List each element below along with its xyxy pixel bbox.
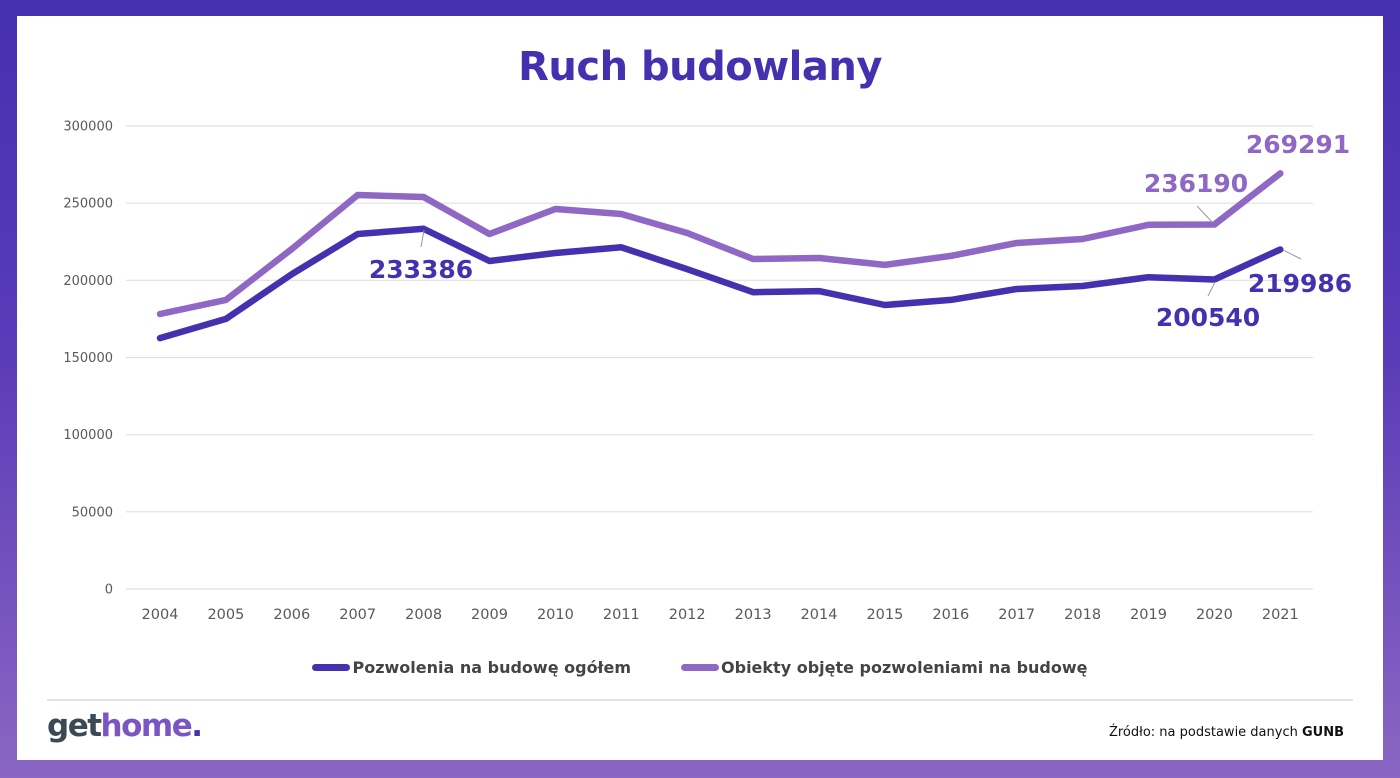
x-tick-label: 2007 (339, 607, 376, 623)
legend-item-pozwolenia[interactable]: Pozwolenia na budowę ogółem (312, 658, 631, 677)
footer-divider (47, 699, 1353, 701)
data-label: 233386 (369, 255, 473, 284)
logo-dot: . (191, 708, 203, 744)
x-tick-label: 2008 (405, 607, 442, 623)
x-tick-label: 2006 (273, 607, 310, 623)
x-tick-label: 2017 (998, 607, 1035, 623)
annotation-leader (420, 229, 425, 248)
source-prefix: Źródło: na podstawie danych (1108, 725, 1298, 740)
legend-swatch-dark (312, 664, 351, 671)
y-tick-label: 250000 (63, 197, 113, 212)
y-tick-label: 100000 (63, 428, 113, 443)
y-tick-label: 200000 (63, 274, 113, 289)
x-tick-label: 2013 (735, 607, 772, 623)
x-tick-label: 2005 (207, 607, 244, 623)
x-tick-label: 2021 (1262, 607, 1299, 623)
source-note: Źródło: na podstawie danych GUNB (1109, 725, 1344, 740)
annotation-leader (1196, 205, 1214, 224)
series-line-obiekty[interactable] (156, 170, 1284, 318)
chart-legend: Pozwolenia na budowę ogółem Obiekty obję… (0, 658, 1400, 677)
x-tick-label: 2018 (1064, 607, 1101, 623)
x-tick-label: 2004 (142, 607, 179, 623)
series-line-pozwolenia[interactable] (156, 225, 1284, 342)
chart-title: Ruch budowlany (518, 44, 882, 90)
y-tick-label: 300000 (63, 120, 113, 135)
y-tick-label: 0 (105, 583, 113, 598)
x-tick-label: 2015 (866, 607, 903, 623)
legend-label: Obiekty objęte pozwoleniami na budowę (721, 658, 1088, 677)
x-tick-label: 2012 (669, 607, 706, 623)
legend-label: Pozwolenia na budowę ogółem (352, 658, 632, 677)
x-tick-label: 2011 (603, 607, 640, 623)
source-name: GUNB (1301, 725, 1344, 740)
data-label: 269291 (1246, 130, 1350, 159)
legend-swatch-light (681, 664, 720, 671)
chart-card (17, 16, 1383, 760)
x-tick-label: 2016 (932, 607, 969, 623)
logo-get: get (47, 708, 102, 744)
logo-home: home (100, 708, 193, 744)
annotation-leader (1207, 281, 1216, 297)
x-tick-label: 2014 (801, 607, 838, 623)
data-label: 236190 (1144, 169, 1248, 198)
data-label: 200540 (1156, 303, 1260, 332)
data-label: 219986 (1248, 269, 1352, 298)
legend-item-obiekty[interactable]: Obiekty objęte pozwoleniami na budowę (681, 658, 1088, 677)
annotation-leader (1282, 249, 1302, 260)
y-tick-label: 150000 (63, 351, 113, 366)
gethome-logo[interactable]: gethome. (47, 708, 203, 744)
x-tick-label: 2019 (1130, 607, 1167, 623)
x-tick-label: 2020 (1196, 607, 1233, 623)
x-tick-label: 2010 (537, 607, 574, 623)
x-tick-label: 2009 (471, 607, 508, 623)
y-tick-label: 50000 (72, 505, 113, 520)
